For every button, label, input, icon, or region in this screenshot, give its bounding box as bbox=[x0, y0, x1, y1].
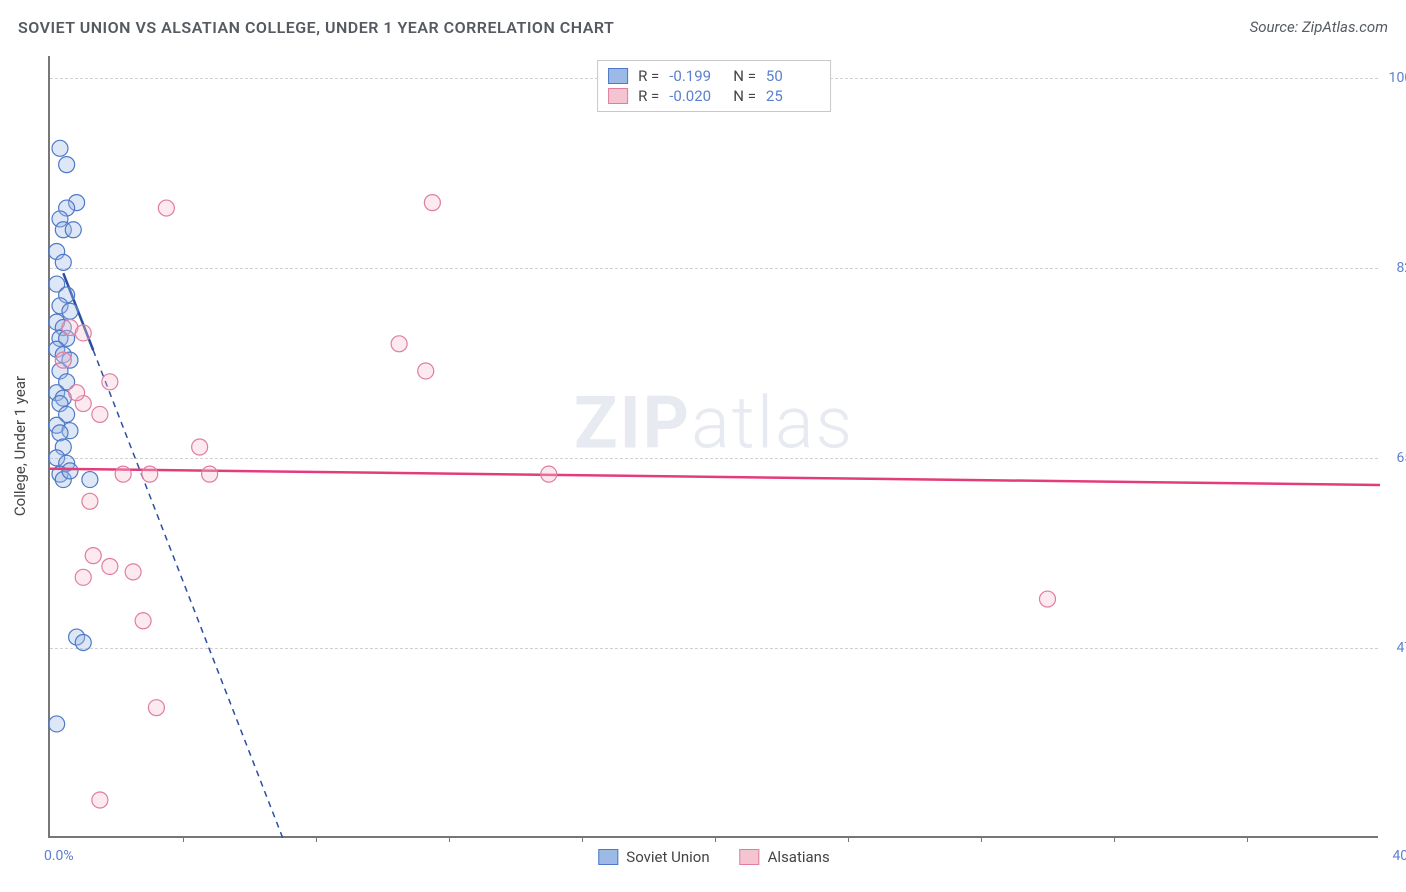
x-tick bbox=[582, 836, 583, 842]
y-axis-label: College, Under 1 year bbox=[11, 376, 29, 516]
r-label: R = bbox=[638, 87, 659, 105]
data-point bbox=[49, 716, 65, 732]
data-point bbox=[102, 558, 118, 574]
legend-item: Soviet Union bbox=[598, 848, 709, 866]
data-point bbox=[52, 425, 68, 441]
data-point bbox=[135, 613, 151, 629]
x-tick bbox=[449, 836, 450, 842]
y-tick-label: 65.0% bbox=[1382, 450, 1406, 466]
legend-row: R = -0.020 N = 25 bbox=[608, 87, 820, 105]
data-point bbox=[55, 254, 71, 270]
x-tick bbox=[1247, 836, 1248, 842]
data-point bbox=[125, 564, 141, 580]
data-point bbox=[85, 548, 101, 564]
data-point bbox=[418, 363, 434, 379]
legend-swatch-1 bbox=[608, 88, 628, 104]
n-label: N = bbox=[733, 67, 756, 85]
trend-line-dashed bbox=[93, 350, 283, 838]
data-point bbox=[202, 466, 218, 482]
x-tick bbox=[1114, 836, 1115, 842]
data-point bbox=[59, 157, 75, 173]
x-tick bbox=[715, 836, 716, 842]
trend-line bbox=[50, 469, 1380, 485]
x-min-label: 0.0% bbox=[44, 848, 74, 864]
n-value: 50 bbox=[766, 67, 820, 85]
y-tick-label: 100.0% bbox=[1382, 70, 1406, 86]
data-point bbox=[62, 303, 78, 319]
y-tick-label: 47.5% bbox=[1382, 640, 1406, 656]
data-point bbox=[142, 466, 158, 482]
chart-source: Source: ZipAtlas.com bbox=[1250, 18, 1388, 36]
data-point bbox=[75, 635, 91, 651]
r-label: R = bbox=[638, 67, 659, 85]
data-point bbox=[92, 792, 108, 808]
x-tick bbox=[183, 836, 184, 842]
data-point bbox=[55, 352, 71, 368]
data-point bbox=[102, 374, 118, 390]
data-point bbox=[541, 466, 557, 482]
legend-label: Soviet Union bbox=[626, 848, 709, 866]
x-max-label: 40.0% bbox=[1392, 848, 1406, 864]
r-value: -0.020 bbox=[669, 87, 723, 105]
data-point bbox=[75, 569, 91, 585]
legend-swatch-icon bbox=[740, 849, 760, 865]
data-point bbox=[69, 385, 85, 401]
x-tick bbox=[848, 836, 849, 842]
legend-swatch-0 bbox=[608, 68, 628, 84]
data-point bbox=[65, 222, 81, 238]
data-point bbox=[52, 140, 68, 156]
legend-swatch-icon bbox=[598, 849, 618, 865]
data-point bbox=[424, 195, 440, 211]
data-point bbox=[82, 493, 98, 509]
n-value: 25 bbox=[766, 87, 820, 105]
data-point bbox=[115, 466, 131, 482]
data-point bbox=[1040, 591, 1056, 607]
legend-row: R = -0.199 N = 50 bbox=[608, 67, 820, 85]
data-point bbox=[192, 439, 208, 455]
legend-label: Alsatians bbox=[768, 848, 830, 866]
data-point bbox=[75, 325, 91, 341]
legend-item: Alsatians bbox=[740, 848, 830, 866]
series-legend: Soviet Union Alsatians bbox=[598, 848, 829, 866]
data-point bbox=[148, 700, 164, 716]
plot-area: ZIPatlas College, Under 1 year 47.5%65.0… bbox=[48, 56, 1378, 838]
chart-title: SOVIET UNION VS ALSATIAN COLLEGE, UNDER … bbox=[18, 18, 614, 37]
x-tick bbox=[981, 836, 982, 842]
scatter-svg bbox=[50, 56, 1378, 836]
data-point bbox=[391, 336, 407, 352]
data-point bbox=[62, 463, 78, 479]
n-label: N = bbox=[733, 87, 756, 105]
y-tick-label: 82.5% bbox=[1382, 260, 1406, 276]
data-point bbox=[82, 472, 98, 488]
x-tick bbox=[316, 836, 317, 842]
r-value: -0.199 bbox=[669, 67, 723, 85]
data-point bbox=[158, 200, 174, 216]
correlation-legend: R = -0.199 N = 50 R = -0.020 N = 25 bbox=[597, 60, 831, 112]
data-point bbox=[92, 406, 108, 422]
chart-header: SOVIET UNION VS ALSATIAN COLLEGE, UNDER … bbox=[18, 18, 1388, 42]
